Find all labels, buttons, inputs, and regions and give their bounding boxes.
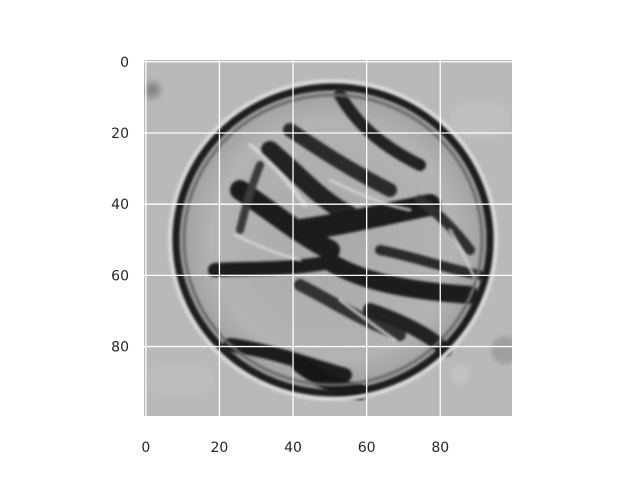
y-axis-ticks: 0 20 40 60 80: [111, 55, 129, 356]
background-texture: [144, 80, 512, 398]
y-tick-label: 60: [111, 268, 129, 284]
grid-lines: [144, 60, 512, 416]
y-tick-label: 20: [111, 126, 129, 142]
x-tick-label: 60: [358, 440, 376, 456]
y-tick-label: 0: [120, 55, 129, 71]
image-axes: 0 20 40 60 80 0 20 40 60 80: [111, 55, 512, 456]
cell-membrane: [172, 83, 494, 397]
y-tick-label: 80: [111, 340, 129, 356]
microscopy-image: [144, 60, 512, 416]
x-tick-label: 40: [284, 440, 302, 456]
cell-membrane-inner: [182, 93, 484, 387]
y-tick-label: 40: [111, 197, 129, 213]
x-tick-label: 80: [431, 440, 449, 456]
x-axis-ticks: 0 20 40 60 80: [141, 440, 449, 456]
x-tick-label: 20: [211, 440, 229, 456]
x-tick-label: 0: [141, 440, 150, 456]
cell-membrane-outer: [168, 79, 498, 401]
